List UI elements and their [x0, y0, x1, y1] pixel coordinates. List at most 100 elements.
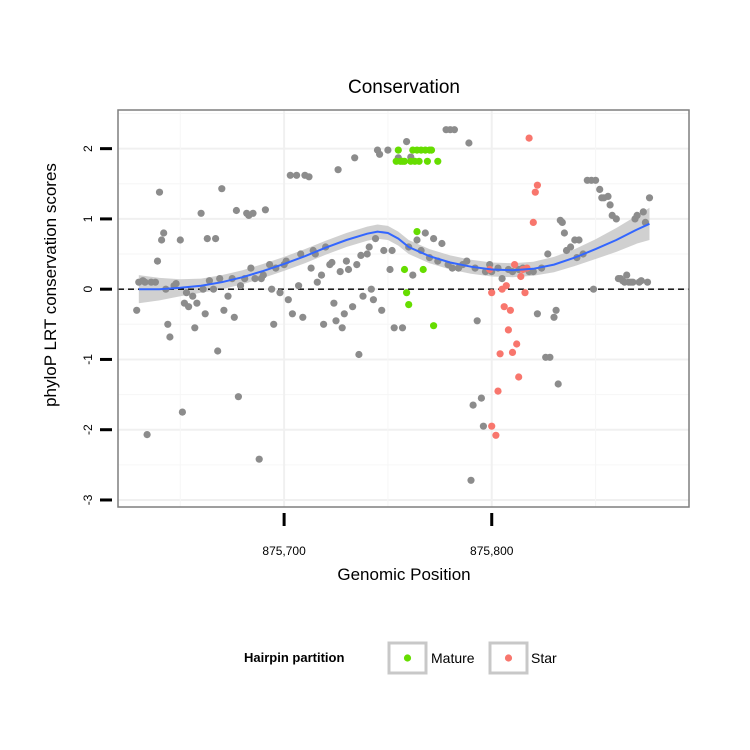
- point-star: [502, 282, 510, 290]
- point-other: [448, 264, 456, 272]
- x-tick-label: 875,700: [262, 544, 306, 558]
- point-other: [469, 401, 477, 409]
- legend-label-mature: Mature: [431, 650, 475, 666]
- point-mature: [434, 157, 442, 165]
- point-other: [338, 324, 346, 332]
- legend: Hairpin partition Mature Star: [244, 641, 557, 675]
- point-other: [197, 209, 205, 217]
- point-other: [612, 215, 620, 223]
- point-other: [398, 324, 407, 332]
- point-other: [320, 320, 328, 328]
- point-other: [546, 353, 554, 361]
- y-axis: -3 -2 -1 0 1 2: [81, 145, 112, 505]
- point-other: [477, 394, 485, 402]
- point-other: [633, 211, 641, 219]
- point-other: [558, 218, 566, 226]
- point-mature: [403, 289, 411, 297]
- point-other: [330, 299, 338, 307]
- point-star: [504, 326, 512, 334]
- point-other: [305, 173, 313, 181]
- point-other: [205, 277, 213, 285]
- point-other: [234, 393, 242, 401]
- legend-key-mature: [403, 654, 412, 662]
- plot-border: [117, 109, 690, 508]
- point-other: [438, 239, 446, 248]
- point-other: [498, 275, 506, 283]
- point-other: [567, 243, 575, 251]
- point-other: [349, 303, 357, 311]
- point-other: [176, 236, 184, 244]
- point-star: [492, 431, 500, 439]
- point-other: [293, 171, 301, 179]
- point-other: [403, 138, 411, 146]
- point-other: [133, 306, 141, 314]
- point-other: [386, 265, 394, 274]
- point-other: [380, 246, 388, 255]
- point-other: [276, 289, 284, 297]
- point-other: [365, 243, 373, 251]
- point-other: [153, 257, 162, 265]
- point-other: [596, 185, 604, 193]
- point-other: [623, 271, 631, 279]
- data-points: [133, 126, 654, 484]
- grid-lines: [118, 110, 689, 507]
- point-other: [151, 278, 159, 286]
- point-other: [212, 235, 220, 243]
- legend-key-star: [504, 654, 513, 662]
- point-other: [409, 271, 417, 279]
- legend-label-star: Star: [531, 650, 557, 666]
- point-other: [544, 250, 552, 258]
- point-other: [185, 303, 193, 311]
- point-other: [606, 201, 614, 209]
- point-other: [158, 236, 166, 244]
- point-other: [363, 250, 371, 258]
- point-other: [560, 229, 569, 237]
- y-tick-label: -3: [81, 494, 95, 505]
- point-other: [376, 150, 384, 158]
- plot-area: [117, 109, 690, 508]
- point-other: [247, 264, 255, 272]
- point-other: [218, 185, 226, 193]
- point-other: [178, 408, 186, 416]
- y-tick-label: -1: [81, 354, 95, 365]
- point-other: [166, 333, 174, 341]
- point-other: [189, 292, 197, 300]
- point-mature: [405, 301, 413, 309]
- point-other: [357, 251, 365, 259]
- point-other: [450, 126, 458, 134]
- point-other: [550, 313, 558, 321]
- point-other: [143, 431, 151, 439]
- point-other: [317, 271, 326, 279]
- y-tick-label: 2: [81, 145, 95, 152]
- point-star: [500, 303, 508, 311]
- point-other: [266, 261, 274, 269]
- point-other: [371, 235, 380, 243]
- point-other: [359, 292, 367, 300]
- point-other: [637, 277, 645, 285]
- point-other: [288, 310, 296, 318]
- point-star: [533, 181, 542, 189]
- point-other: [232, 206, 240, 215]
- point-other: [378, 306, 386, 314]
- point-mature: [423, 157, 431, 165]
- point-other: [307, 264, 315, 272]
- point-other: [479, 422, 487, 430]
- point-other: [313, 278, 321, 286]
- point-other: [467, 476, 475, 484]
- point-mature: [427, 146, 436, 154]
- point-star: [517, 272, 525, 281]
- point-other: [592, 176, 600, 184]
- point-mature: [413, 228, 421, 236]
- point-star: [529, 218, 537, 226]
- point-other: [643, 278, 652, 286]
- point-other: [589, 285, 598, 293]
- point-other: [344, 265, 353, 274]
- point-other: [191, 324, 199, 332]
- point-other: [164, 320, 172, 328]
- point-other: [430, 235, 438, 243]
- point-star: [496, 350, 504, 358]
- point-mature: [419, 265, 427, 274]
- legend-title: Hairpin partition: [244, 650, 344, 665]
- point-star: [494, 387, 502, 395]
- legend-key-box: [387, 641, 428, 675]
